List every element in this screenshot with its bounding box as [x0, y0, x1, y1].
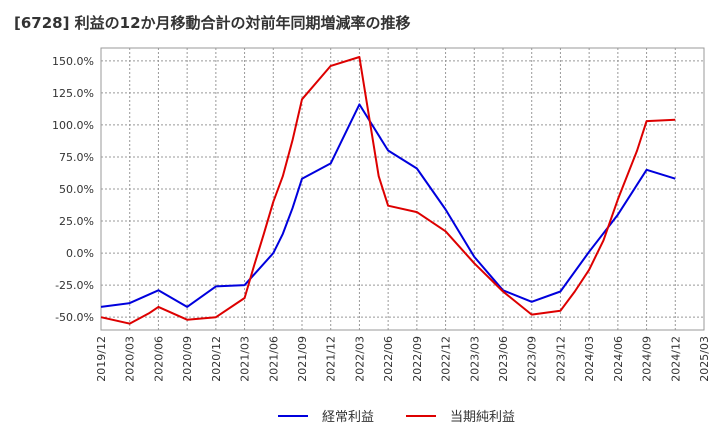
x-tick-label: 2020/12 — [210, 336, 223, 382]
chart-title: [6728] 利益の12か月移動合計の対前年同期増減率の推移 — [14, 14, 411, 32]
x-tick-label: 2021/03 — [239, 336, 252, 382]
y-tick-label: 50.0% — [59, 183, 94, 196]
x-tick-label: 2023/06 — [497, 336, 510, 382]
x-tick-label: 2024/03 — [583, 336, 596, 382]
x-tick-label: 2020/03 — [124, 336, 137, 382]
x-tick-label: 2021/12 — [325, 336, 338, 382]
x-tick-label: 2021/06 — [267, 336, 280, 382]
x-tick-label: 2023/12 — [554, 336, 567, 382]
x-axis-ticks: 2019/12 2020/03 2020/06 2020/09 2020/12 2021/… — [95, 336, 711, 382]
x-tick-label: 2023/03 — [468, 336, 481, 382]
y-tick-label: 75.0% — [59, 151, 94, 164]
x-tick-label: 2022/12 — [440, 336, 453, 382]
x-tick-label: 2023/09 — [526, 336, 539, 382]
grid-lines — [100, 48, 705, 330]
y-axis-ticks: -50.0% -25.0% 0.0% 25.0% 50.0% 75.0% 100.0% 125… — [52, 55, 94, 324]
y-tick-label: 0.0% — [66, 247, 94, 260]
y-tick-label: -25.0% — [55, 279, 94, 292]
plot-frame — [100, 47, 705, 331]
y-tick-label: 150.0% — [52, 55, 94, 68]
x-tick-label: 2024/09 — [641, 336, 654, 382]
y-tick-label: -50.0% — [55, 311, 94, 324]
series-line-1 — [100, 103, 676, 308]
series-lines — [100, 56, 676, 325]
y-tick-label: 25.0% — [59, 215, 94, 228]
x-tick-label: 2024/06 — [612, 336, 625, 382]
y-tick-label: 100.0% — [52, 119, 94, 132]
legend-label-1: 経常利益 — [322, 410, 374, 425]
x-tick-label: 2025/03 — [698, 336, 711, 382]
x-tick-label: 2020/09 — [181, 336, 194, 382]
x-tick-label: 2020/06 — [152, 336, 165, 382]
legend-label-2: 当期純利益 — [450, 410, 515, 425]
x-tick-label: 2024/12 — [669, 336, 682, 382]
x-tick-label: 2022/06 — [382, 336, 395, 382]
x-tick-label: 2021/09 — [296, 336, 309, 382]
y-tick-label: 125.0% — [52, 87, 94, 100]
x-tick-label: 2022/03 — [353, 336, 366, 382]
x-tick-label: 2019/12 — [95, 336, 108, 382]
x-tick-label: 2022/09 — [411, 336, 424, 382]
legend: 経常利益 当期純利益 — [278, 410, 515, 425]
series-line-2 — [100, 56, 676, 325]
